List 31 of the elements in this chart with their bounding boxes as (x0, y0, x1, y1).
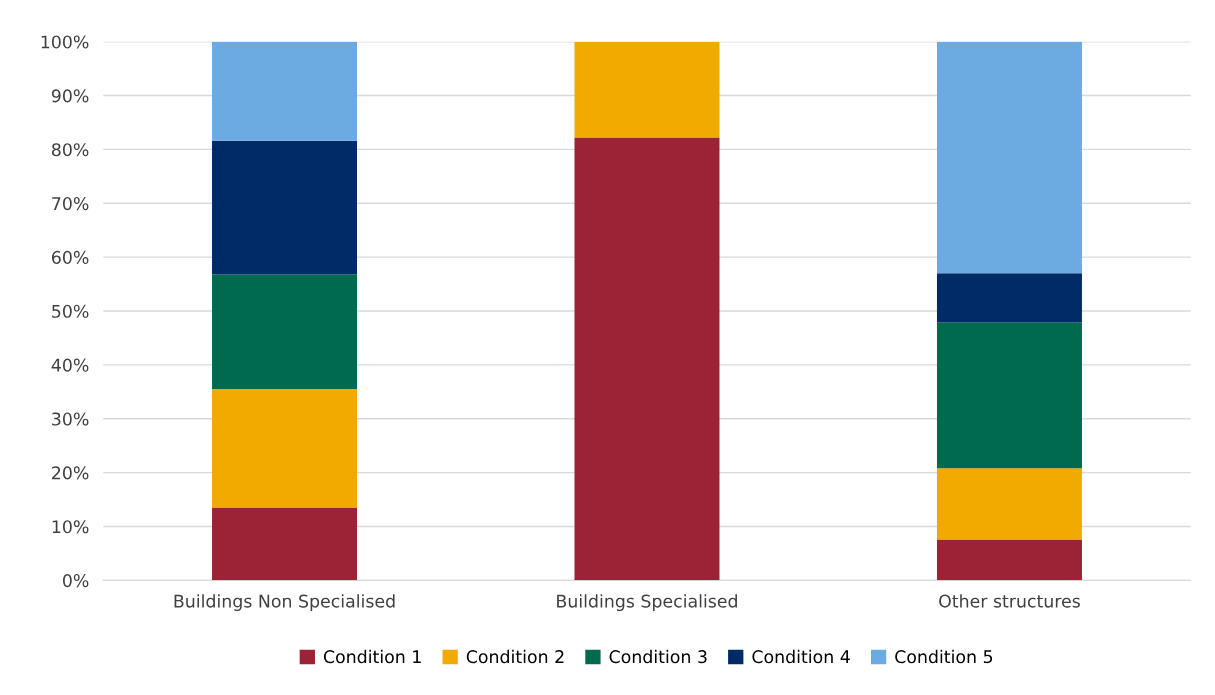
y-tick-label: 80% (51, 143, 89, 157)
x-tick-label: Buildings Non Specialised (174, 594, 395, 612)
y-tick-label: 0% (62, 574, 89, 588)
bar (936, 539, 1082, 581)
bar (574, 137, 720, 581)
legend-label: Condition 2 (466, 649, 564, 664)
bar (936, 468, 1082, 540)
y-tick-label: 30% (52, 412, 89, 426)
legend-label: Condition 1 (323, 649, 421, 664)
bar (936, 273, 1082, 323)
y-tick-label: 40% (51, 358, 89, 372)
legend-label: Condition 4 (752, 649, 850, 664)
bar (212, 140, 358, 275)
bar (212, 507, 358, 581)
bar (212, 274, 358, 390)
bar (212, 41, 358, 141)
y-tick-label: 90% (51, 89, 89, 103)
y-tick-label: 10% (52, 520, 89, 534)
bar (212, 389, 358, 508)
bar (574, 41, 720, 138)
x-tick-label: Buildings Specialised (557, 594, 737, 612)
y-tick-label: 100% (41, 35, 89, 49)
x-tick-label: Other structures (939, 594, 1080, 608)
y-tick-label: 50% (52, 304, 89, 318)
y-tick-label: 70% (52, 197, 89, 211)
legend-label: Condition 3 (609, 649, 707, 664)
bar (936, 322, 1082, 469)
y-tick-label: 20% (52, 466, 89, 480)
bar (936, 41, 1082, 274)
y-tick-label: 60% (52, 250, 89, 264)
legend-label: Condition 5 (895, 649, 993, 664)
